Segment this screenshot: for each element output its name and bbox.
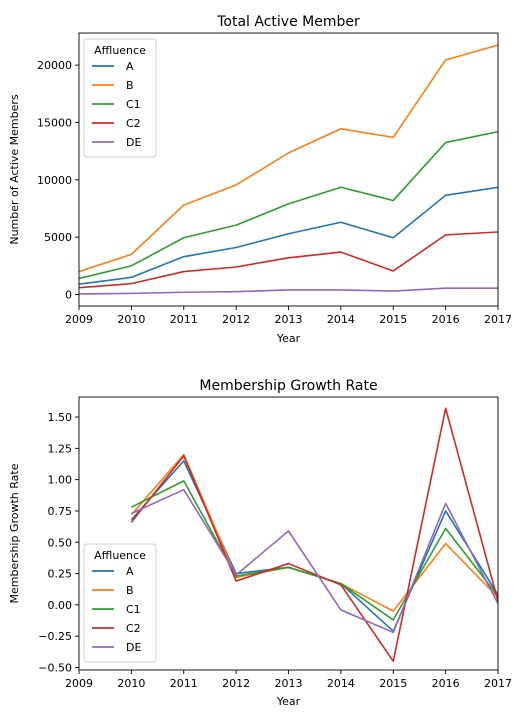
x-tick-label: 2013 [275, 677, 303, 690]
y-tick-label: 20000 [37, 59, 72, 72]
x-tick-label: 2014 [327, 677, 355, 690]
x-tick-label: 2011 [170, 313, 198, 326]
y-tick-label: 0.50 [48, 536, 73, 549]
y-tick-label: −0.50 [38, 661, 72, 674]
chart-title: Membership Growth Rate [199, 378, 377, 394]
y-tick-label: 0.00 [48, 599, 73, 612]
legend-label-a: A [126, 60, 134, 73]
series-lines [130, 407, 498, 663]
y-tick-label: 15000 [37, 116, 72, 129]
series-line-c2 [130, 407, 498, 663]
x-tick-label: 2016 [432, 677, 460, 690]
legend-label-c1: C1 [126, 98, 141, 111]
x-tick-label: 2010 [117, 313, 145, 326]
y-tick-label: 1.25 [48, 442, 73, 455]
series-line-de [131, 488, 498, 634]
series-line-c2 [79, 231, 498, 289]
series-line-a [79, 186, 498, 286]
y-axis-label: Number of Active Members [8, 94, 21, 245]
legend-label-de: DE [126, 136, 141, 149]
legend-label-c1: C1 [126, 603, 141, 616]
x-tick-label: 2011 [170, 677, 198, 690]
x-tick-label: 2017 [484, 313, 512, 326]
series-line-de [79, 287, 498, 295]
x-tick-label: 2009 [65, 677, 93, 690]
y-tick-label: 1.50 [48, 411, 73, 424]
y-tick-label: −0.25 [38, 630, 72, 643]
y-tick-label: 0.75 [48, 505, 73, 518]
y-tick-label: 1.00 [48, 474, 73, 487]
x-tick-label: 2010 [117, 677, 145, 690]
x-axis-label: Year [276, 695, 301, 708]
x-axis-label: Year [276, 332, 301, 345]
legend-box [83, 543, 157, 663]
x-tick-label: 2009 [65, 313, 93, 326]
legend-label-b: B [126, 79, 134, 92]
legend-label-c2: C2 [126, 622, 141, 635]
series-line-c1 [79, 130, 498, 280]
legend-title: Affluence [94, 44, 146, 57]
series-line-b [79, 44, 498, 273]
x-tick-label: 2013 [275, 313, 303, 326]
series-lines [79, 44, 498, 295]
x-tick-label: 2012 [222, 313, 250, 326]
chart-title: Total Active Member [216, 14, 360, 30]
x-tick-label: 2014 [327, 313, 355, 326]
legend-label-b: B [126, 584, 134, 597]
legend-box [83, 38, 157, 158]
x-tick-label: 2016 [432, 313, 460, 326]
legend-label-c2: C2 [126, 117, 141, 130]
y-tick-label: 10000 [37, 174, 72, 187]
series-line-c1 [131, 480, 498, 621]
y-tick-label: 0.25 [48, 568, 73, 581]
chart-1: Total Active Member 2009 2010 2011 2012 2013 2… [8, 14, 512, 345]
x-tick-label: 2012 [222, 677, 250, 690]
x-tick-label: 2015 [379, 677, 407, 690]
x-tick-label: 2017 [484, 677, 512, 690]
legend-label-de: DE [126, 641, 141, 654]
legend: Affluence AB C1 C2 DE [83, 543, 157, 663]
y-axis-label: Membership Growth Rate [8, 463, 21, 603]
legend-title: Affluence [94, 549, 146, 562]
legend: Affluence AB C1 C2 DE [83, 38, 157, 158]
legend-label-a: A [126, 565, 134, 578]
x-tick-label: 2015 [379, 313, 407, 326]
y-tick-label: 0 [65, 289, 72, 302]
y-tick-label: 5000 [44, 231, 72, 244]
chart-2: Membership Growth Rate 2009 2010 2011 2012 20… [8, 378, 512, 708]
